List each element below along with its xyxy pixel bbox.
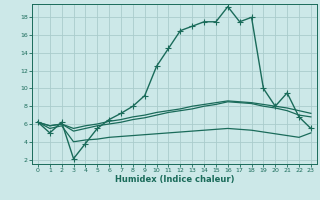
X-axis label: Humidex (Indice chaleur): Humidex (Indice chaleur) [115,175,234,184]
